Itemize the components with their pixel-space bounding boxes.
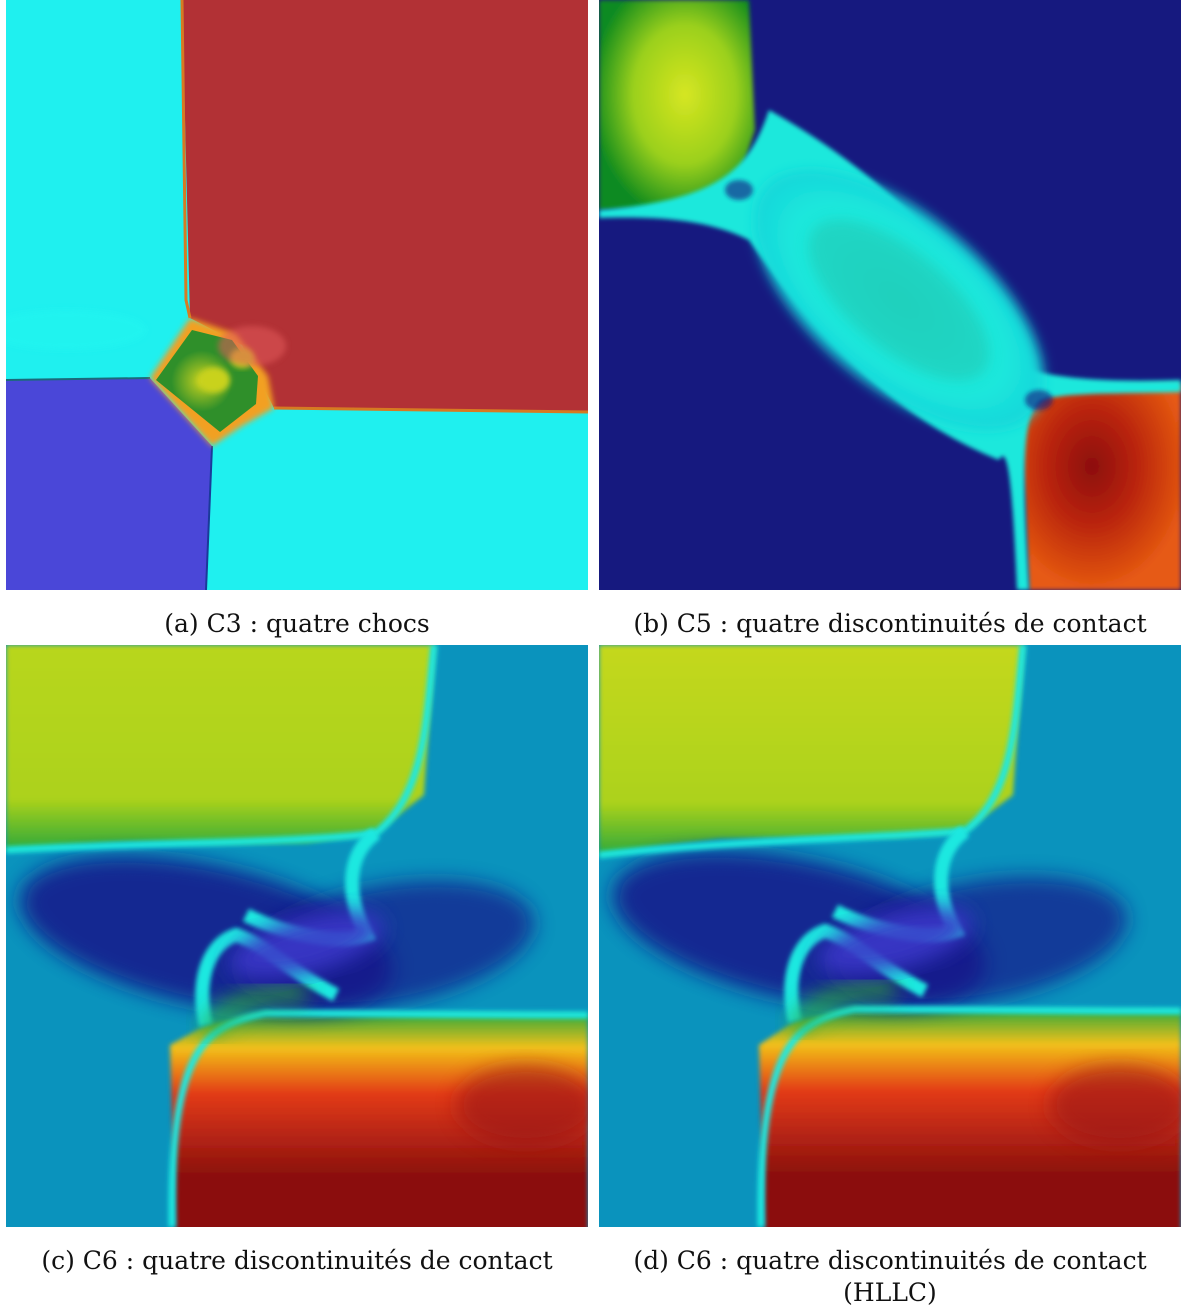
panel-d-simulation xyxy=(599,645,1181,1227)
caption-b-text: (b) C5 : quatre discontinuités de contac… xyxy=(633,609,1147,638)
panel-c-image xyxy=(6,645,588,1227)
panel-c-simulation xyxy=(6,645,588,1227)
caption-a-text: (a) C3 : quatre chocs xyxy=(164,609,430,638)
panel-b-simulation xyxy=(599,0,1181,590)
panel-a-simulation xyxy=(6,0,588,590)
caption-d: (d) C6 : quatre discontinuités de contac… xyxy=(599,1245,1181,1309)
caption-d-text-line2: (HLLC) xyxy=(843,1278,937,1307)
caption-a: (a) C3 : quatre chocs xyxy=(6,608,588,640)
caption-d-text-line1: (d) C6 : quatre discontinuités de contac… xyxy=(633,1246,1147,1275)
caption-b: (b) C5 : quatre discontinuités de contac… xyxy=(599,608,1181,640)
panel-a-image xyxy=(6,0,588,590)
panel-d-image xyxy=(599,645,1181,1227)
panel-b-image xyxy=(599,0,1181,590)
caption-c: (c) C6 : quatre discontinuités de contac… xyxy=(6,1245,588,1277)
caption-c-text: (c) C6 : quatre discontinuités de contac… xyxy=(41,1246,553,1275)
